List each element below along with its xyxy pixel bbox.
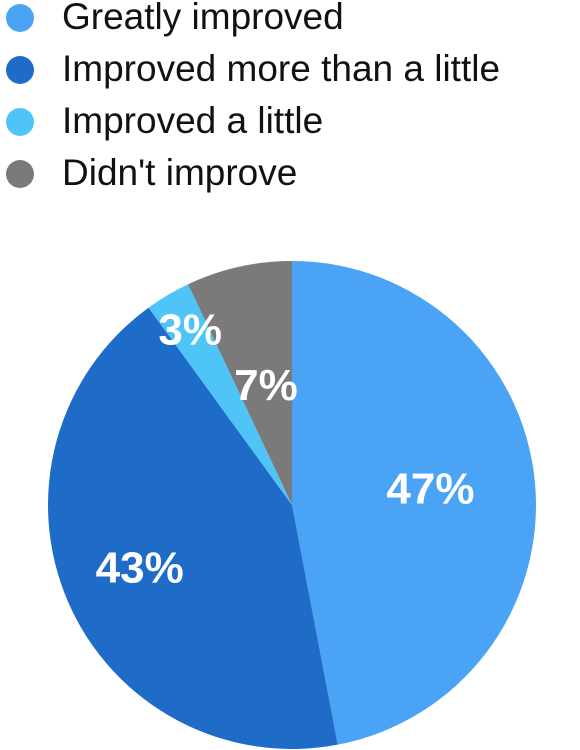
data-label: 43% [96, 544, 184, 593]
pie-slice [47, 307, 338, 749]
pie-slice [188, 261, 292, 505]
data-label: 3% [158, 305, 222, 354]
legend-label: Didn't improve [62, 152, 297, 193]
legend-swatch [6, 56, 34, 84]
data-label: 47% [386, 465, 474, 514]
pie-slice [292, 261, 536, 745]
pie-slice [148, 284, 292, 505]
data-label: 7% [234, 361, 298, 410]
legend-swatch [6, 160, 34, 188]
legend-label: Improved more than a little [62, 48, 500, 89]
legend-label: Improved a little [62, 100, 323, 141]
legend-swatch [6, 4, 34, 32]
legend-label: Greatly improved [62, 0, 344, 37]
legend-swatch [6, 108, 34, 136]
